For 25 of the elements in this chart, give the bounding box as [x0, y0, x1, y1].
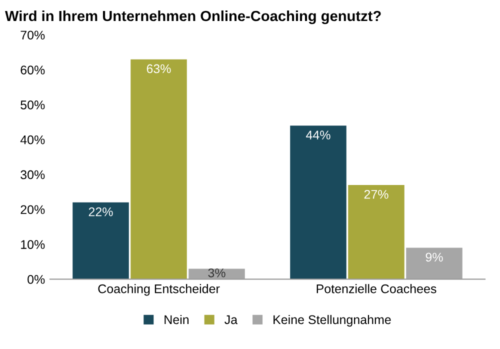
chart-title: Wird in Ihrem Unternehmen Online-Coaching genutzt? [5, 10, 381, 24]
y-tick-label: 0% [28, 275, 45, 284]
bar [290, 126, 346, 280]
y-tick-label: 20% [20, 205, 45, 214]
x-tick-label: Potenzielle Coachees [316, 284, 436, 294]
x-tick-label: Coaching Entscheider [98, 284, 220, 296]
legend-label: Nein [164, 314, 189, 324]
data-label: 63% [146, 64, 171, 74]
bar [348, 184, 404, 280]
data-label: 3% [208, 268, 226, 278]
y-tick-label: 40% [20, 135, 45, 144]
legend-label: Ja [224, 315, 238, 324]
bar [130, 59, 187, 280]
data-label: 44% [306, 130, 330, 140]
data-label: 22% [88, 207, 113, 216]
legend-label: Keine Stellungnahme [274, 314, 391, 327]
data-label: 27% [364, 190, 388, 199]
y-tick-label: 60% [20, 66, 45, 74]
bar [406, 248, 462, 280]
bar [72, 202, 129, 280]
data-label: 9% [426, 252, 443, 262]
y-tick-label: 50% [20, 100, 45, 110]
y-tick-label: 70% [20, 30, 45, 40]
y-tick-label: 30% [20, 170, 45, 180]
y-tick-label: 10% [21, 240, 45, 249]
